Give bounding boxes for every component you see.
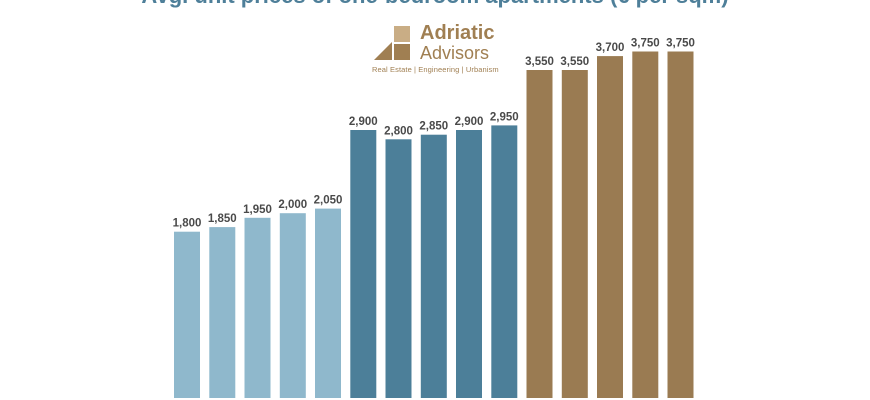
bar-4: [279, 213, 306, 398]
bar-12: [561, 70, 588, 398]
bar-7: [385, 139, 412, 399]
bar-15: [667, 51, 694, 398]
chart-title: Avg. unit prices of one-bedroom apartmen…: [0, 0, 870, 9]
value-label-14: 3,750: [631, 38, 660, 50]
bar-9: [456, 130, 482, 398]
value-label-15: 3,750: [666, 38, 695, 50]
value-label-3: 1,950: [243, 204, 272, 216]
bar-3: [244, 217, 271, 398]
logo-name-line1: Adriatic: [420, 22, 495, 44]
logo-name-line2: Advisors: [420, 43, 490, 63]
value-label-11: 3,550: [525, 56, 554, 68]
value-label-5: 2,050: [314, 195, 343, 207]
bar-1: [174, 231, 200, 398]
logo-mark-icon: [374, 26, 410, 60]
bar-13: [597, 56, 623, 398]
value-label-9: 2,900: [455, 116, 484, 128]
bar-6: [350, 130, 377, 398]
bar-10: [491, 125, 518, 399]
value-label-8: 2,850: [419, 121, 448, 133]
value-label-1: 1,800: [173, 218, 202, 230]
value-label-7: 2,800: [384, 125, 413, 137]
value-label-4: 2,000: [278, 199, 307, 211]
bar-11: [526, 70, 553, 398]
bar-2: [209, 227, 236, 398]
value-label-13: 3,700: [596, 42, 625, 54]
value-label-12: 3,550: [560, 56, 589, 68]
bar-5: [315, 208, 341, 398]
bar-14: [632, 51, 659, 398]
logo-tagline: Real Estate | Engineering | Urbanism: [372, 65, 499, 74]
value-label-2: 1,850: [208, 213, 237, 225]
bar-8: [420, 134, 447, 398]
value-label-10: 2,950: [490, 111, 519, 123]
company-logo: Adriatic Advisors Real Estate | Engineer…: [370, 22, 500, 78]
value-label-6: 2,900: [349, 116, 378, 128]
